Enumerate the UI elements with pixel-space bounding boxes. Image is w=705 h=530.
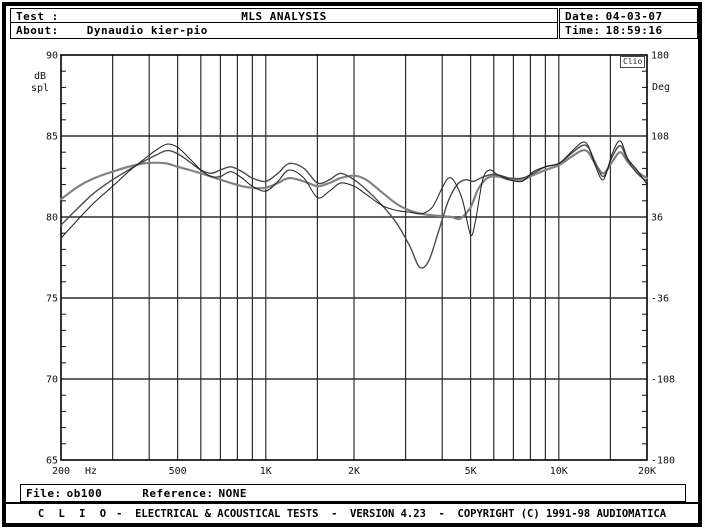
x-tick-label: 10K — [550, 466, 568, 477]
about-field: About: Dynaudio kier-pio — [10, 22, 558, 39]
time-field: Time: 18:59:16 — [559, 22, 698, 39]
plot-border — [60, 54, 648, 461]
y-right-axis-title: Deg — [652, 82, 670, 93]
y-right-tick-label: 180 — [651, 51, 669, 62]
x-tick-label: 1K — [260, 466, 272, 477]
file-value: ob100 — [66, 486, 103, 500]
reference-label: Reference: — [142, 486, 214, 500]
y-right-tick-label: 36 — [651, 213, 663, 224]
time-value: 18:59:16 — [605, 24, 663, 37]
y-right-tick-label: -180 — [651, 456, 675, 467]
date-label: Date: — [565, 10, 601, 23]
y-left-tick-label: 75 — [46, 294, 58, 305]
y-right-tick-label: 108 — [651, 132, 669, 143]
about-label: About: — [16, 24, 59, 37]
date-value: 04-03-07 — [605, 10, 663, 23]
footer-text: - ELECTRICAL & ACOUSTICAL TESTS - VERSIO… — [116, 507, 667, 520]
reference-value: NONE — [218, 486, 247, 500]
x-tick-label: 2K — [348, 466, 360, 477]
y-left-tick-label: 70 — [46, 375, 58, 386]
y-left-axis-title: spl — [31, 83, 49, 94]
clio-watermark: Clio — [620, 56, 646, 68]
status-footer: C L I O - ELECTRICAL & ACOUSTICAL TESTS … — [6, 502, 698, 523]
y-right-tick-label: -36 — [651, 294, 669, 305]
response-curve-trace-1 — [59, 149, 649, 221]
x-tick-label: 20K — [638, 466, 656, 477]
x-tick-label: 500 — [169, 466, 187, 477]
test-field: Test : MLS ANALYSIS — [10, 8, 558, 25]
about-value: Dynaudio kier-pio — [86, 24, 208, 37]
y-left-tick-label: 80 — [46, 213, 58, 224]
file-bar: File: ob100 Reference: NONE — [20, 484, 686, 502]
test-label: Test : — [16, 10, 59, 23]
file-label: File: — [26, 486, 62, 500]
clio-brand: C L I O — [37, 507, 111, 520]
y-left-tick-label: 85 — [46, 132, 58, 143]
response-curve-trace-3 — [60, 140, 648, 239]
time-label: Time: — [565, 24, 601, 37]
y-left-tick-label: 65 — [46, 456, 58, 467]
y-left-tick-label: 90 — [46, 51, 58, 62]
x-axis-unit-label: Hz — [85, 466, 97, 477]
page-title: MLS ANALYSIS — [241, 10, 327, 23]
y-left-axis-title: dB — [34, 71, 46, 82]
date-field: Date: 04-03-07 — [559, 8, 698, 25]
y-right-tick-label: -108 — [651, 375, 675, 386]
response-curve-trace-2 — [60, 144, 648, 269]
x-tick-label: 200 — [52, 466, 70, 477]
x-tick-label: 5K — [465, 466, 477, 477]
